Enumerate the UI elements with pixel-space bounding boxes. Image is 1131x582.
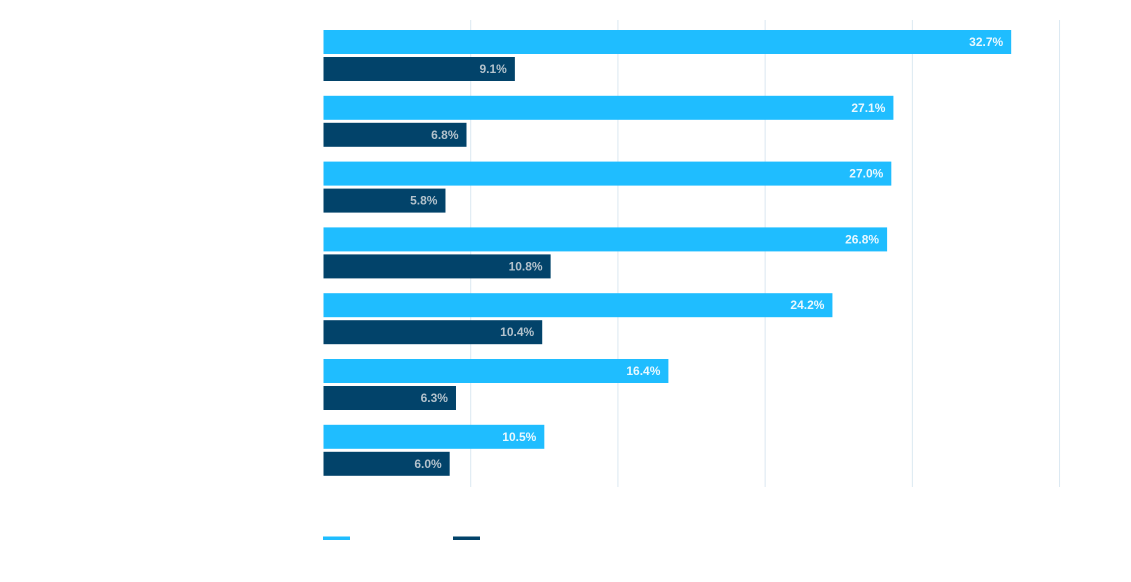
bar-value-label: 10.8% (509, 259, 543, 273)
bar (323, 320, 543, 345)
bar-value-label: 24.2% (790, 298, 824, 312)
legend-swatch (453, 536, 480, 540)
bars: 32.7% 9.1% 27.1% 6.8% 27.0% 5.8% 26.8% 10.8% 24.… (323, 30, 1012, 476)
bar-value-label: 27.1% (851, 101, 885, 115)
bar (323, 188, 446, 213)
bar-value-label: 27.0% (849, 167, 883, 181)
bar-value-label: 6.8% (431, 128, 459, 142)
bar (323, 57, 515, 81)
bar (323, 30, 1012, 54)
bar (323, 95, 894, 120)
bar (323, 161, 892, 186)
bar-value-label: 16.4% (626, 364, 660, 378)
bar-value-label: 6.0% (414, 457, 442, 471)
legend-swatch (323, 536, 350, 540)
grid-lines (470, 20, 1061, 487)
bar-value-label: 5.8% (410, 194, 438, 208)
bar (323, 424, 545, 449)
bar (323, 293, 833, 318)
legend (323, 536, 480, 540)
bar-value-label: 9.1% (480, 62, 508, 76)
bar (323, 122, 467, 147)
bar (323, 227, 888, 252)
bar (323, 386, 456, 410)
bar (323, 254, 551, 279)
bar-value-label: 10.5% (502, 430, 536, 444)
bar (323, 451, 450, 476)
bar (323, 359, 669, 383)
bar-value-label: 6.3% (421, 391, 449, 405)
bar-value-label: 10.4% (500, 325, 534, 339)
bar-value-label: 26.8% (845, 232, 879, 246)
bar-value-label: 32.7% (969, 35, 1003, 49)
